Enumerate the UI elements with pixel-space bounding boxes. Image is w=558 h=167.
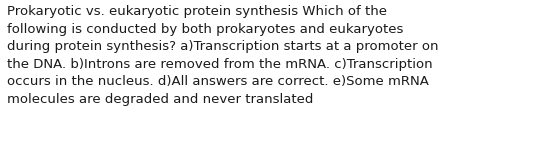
Text: Prokaryotic vs. eukaryotic protein synthesis Which of the
following is conducted: Prokaryotic vs. eukaryotic protein synth… xyxy=(7,5,438,106)
